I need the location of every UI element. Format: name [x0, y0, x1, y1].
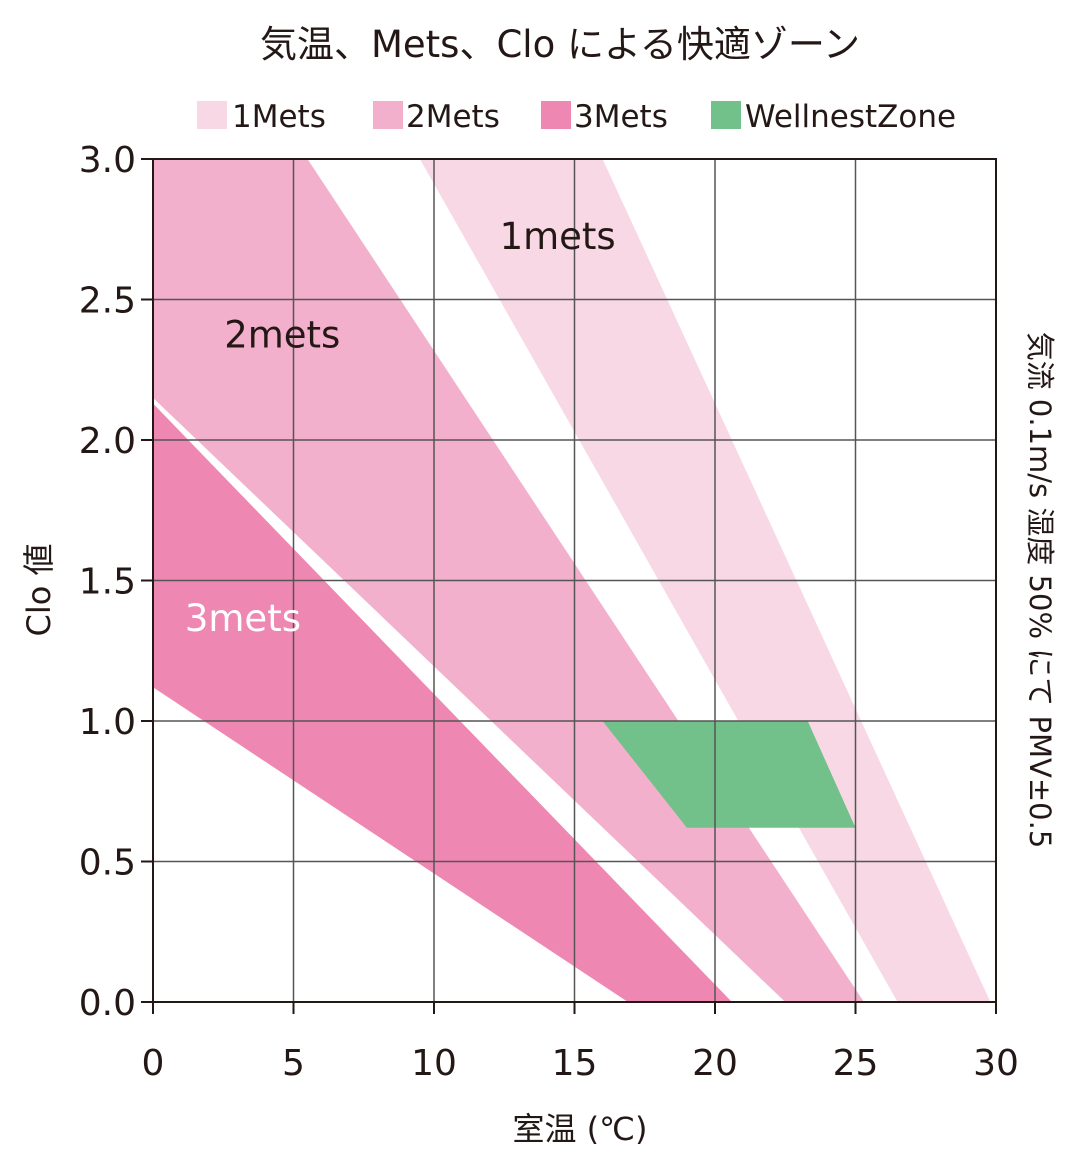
- legend-label-3mets: 3Mets: [574, 99, 668, 135]
- x-axis-title: 室温 (℃): [512, 1110, 647, 1148]
- y-tick-label-4: 2.0: [79, 421, 136, 462]
- annotation-3mets: 3mets: [185, 597, 301, 640]
- y-tick-label-5: 2.5: [79, 281, 136, 322]
- x-tick-label-1: 5: [282, 1043, 305, 1084]
- series-area-3mets: [153, 403, 732, 1002]
- x-tick-label-2: 10: [411, 1043, 457, 1084]
- y-tick-label-2: 1.0: [79, 702, 136, 743]
- x-tick-label-0: 0: [142, 1043, 165, 1084]
- legend: 1Mets 2Mets 3Mets WellnestZone: [197, 99, 956, 135]
- y-tick-label-1: 0.5: [79, 843, 136, 884]
- x-tick-label-4: 20: [692, 1043, 738, 1084]
- y-tick-label-6: 3.0: [79, 140, 136, 181]
- x-tick-label-5: 25: [833, 1043, 879, 1084]
- grid-layer: [153, 159, 996, 1002]
- series-area-wellnestzone: [602, 721, 856, 828]
- legend-swatch-1mets: [197, 101, 227, 129]
- annotation-1mets: 1mets: [500, 215, 616, 258]
- y-axis-title: Clo 値: [20, 544, 58, 637]
- legend-swatch-2mets: [373, 101, 403, 129]
- right-axis-title: 気流 0.1m/s 湿度 50% にて PMV±0.5: [1023, 332, 1057, 849]
- legend-label-wellnestzone: WellnestZone: [745, 99, 956, 135]
- x-tick-label-6: 30: [973, 1043, 1019, 1084]
- y-tick-label-3: 1.5: [79, 562, 136, 603]
- y-tick-label-0: 0.0: [79, 983, 136, 1024]
- annotation-layer: 1mets 2mets 3mets: [185, 215, 616, 640]
- legend-swatch-3mets: [541, 101, 571, 129]
- legend-label-2mets: 2Mets: [406, 99, 500, 135]
- chart-title: 気温、Mets、Clo による快適ゾーン: [260, 23, 860, 66]
- annotation-2mets: 2mets: [224, 313, 340, 356]
- axes-layer: 0 5 10 15 20 25 30 0.0 0.5 1.0 1.5 2.0 2.5 3.0: [79, 140, 1019, 1084]
- x-tick-label-3: 15: [552, 1043, 598, 1084]
- legend-swatch-wellnestzone: [711, 101, 741, 129]
- legend-label-1mets: 1Mets: [232, 99, 326, 135]
